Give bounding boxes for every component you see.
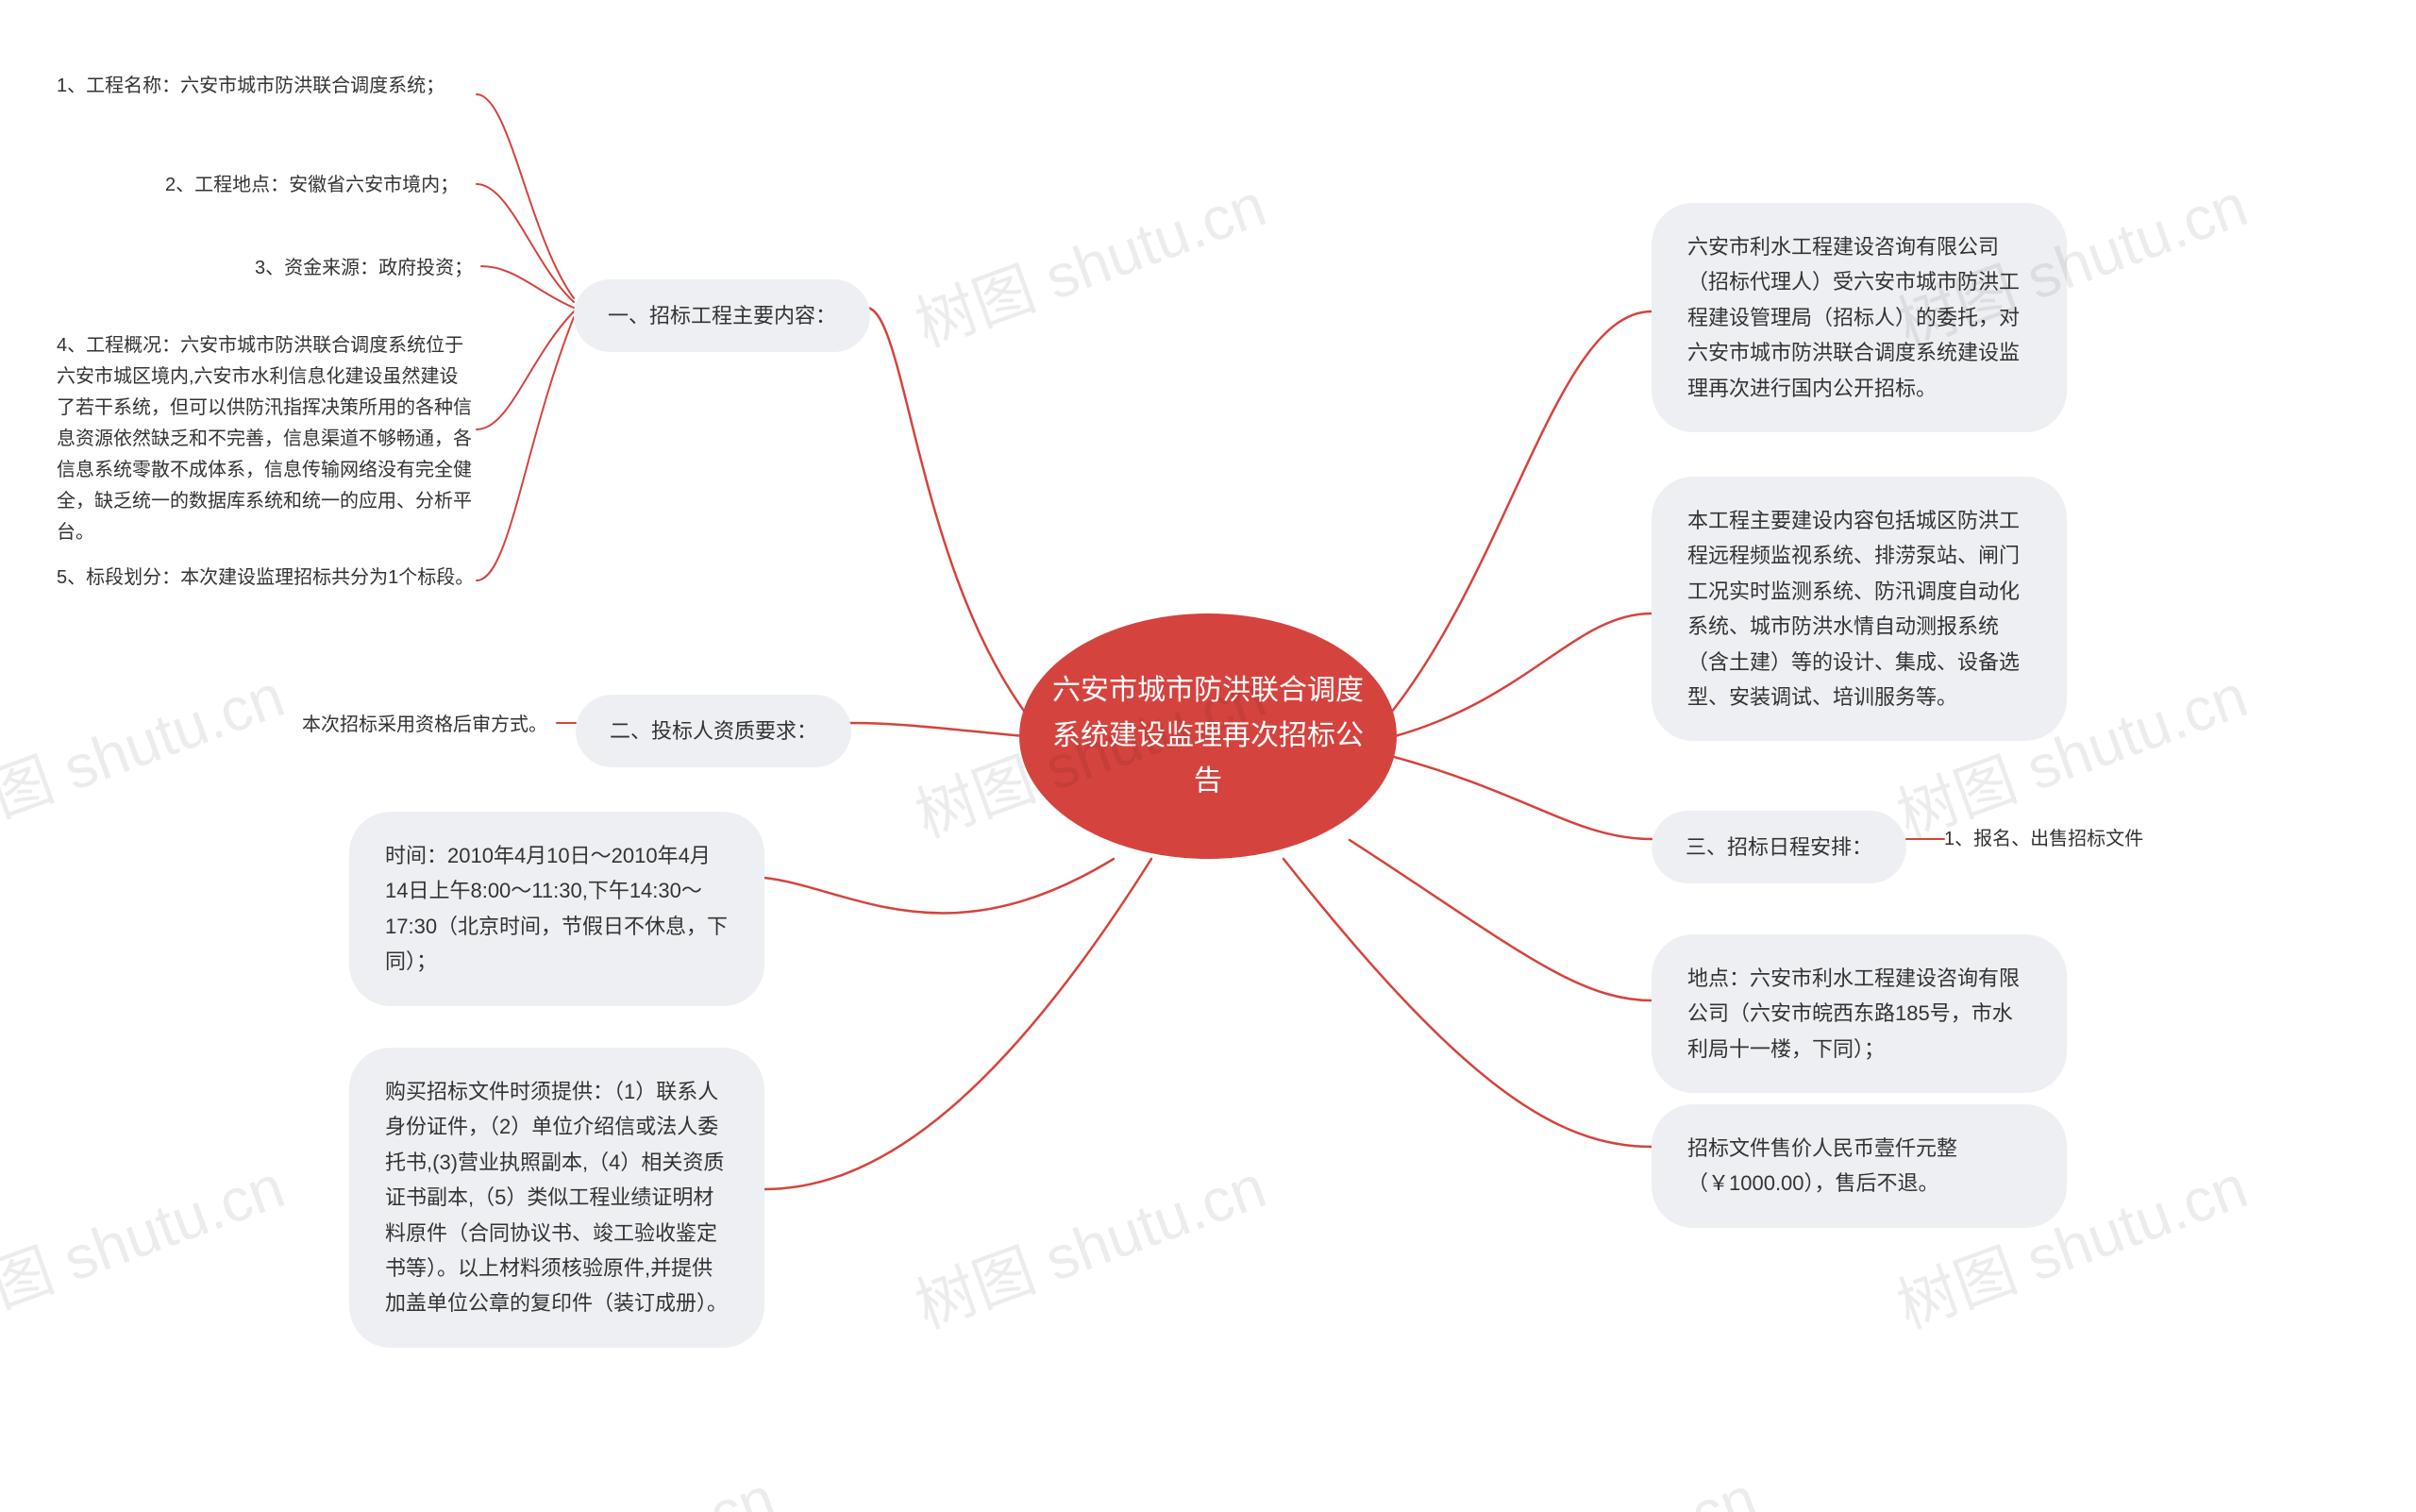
leaf-text: 4、工程概况：六安市城市防洪联合调度系统位于六安市城区境内,六安市水利信息化建设… — [57, 330, 477, 548]
leaf-box: 地点：六安市利水工程建设咨询有限公司（六安市皖西东路185号，市水利局十一楼，下… — [1652, 934, 2067, 1093]
watermark: 树图 shutu.cn — [0, 1138, 294, 1345]
leaf-box: 六安市利水工程建设咨询有限公司（招标代理人）受六安市城市防洪工程建设管理局（招标… — [1652, 203, 2067, 432]
section-node: 一、招标工程主要内容： — [574, 279, 870, 352]
leaf-box: 招标文件售价人民币壹仟元整（￥1000.00），售后不退。 — [1652, 1104, 2067, 1228]
leaf-box: 购买招标文件时须提供：（1）联系人身份证件，（2）单位介绍信或法人委托书,(3)… — [349, 1048, 764, 1348]
leaf-box: 时间：2010年4月10日～2010年4月14日上午8:00～11:30,下午1… — [349, 812, 764, 1006]
leaf-text: 5、标段划分：本次建设监理招标共分为1个标段。 — [57, 563, 477, 594]
leaf-text: 2、工程地点：安徽省六安市境内； — [165, 170, 477, 201]
section-node: 二、投标人资质要求： — [576, 695, 851, 767]
section-node: 三、招标日程安排： — [1652, 811, 1906, 883]
watermark: 树图 shutu.cn — [411, 1450, 785, 1512]
center-node: 六安市城市防洪联合调度系统建设监理再次招标公告 — [1019, 613, 1397, 859]
leaf-box: 本工程主要建设内容包括城区防洪工程远程频监视系统、排涝泵站、闸门工况实时监测系统… — [1652, 477, 2067, 741]
watermark: 树图 shutu.cn — [1393, 1450, 1767, 1512]
watermark: 树图 shutu.cn — [902, 1138, 1276, 1345]
watermark: 树图 shutu.cn — [0, 647, 294, 854]
leaf-box: 1、报名、出售招标文件 — [1944, 824, 2171, 855]
leaf-text: 本次招标采用资格后审方式。 — [302, 710, 557, 741]
leaf-text: 1、工程名称：六安市城市防洪联合调度系统； — [57, 71, 477, 102]
watermark: 树图 shutu.cn — [902, 157, 1276, 363]
leaf-text: 3、资金来源：政府投资； — [255, 253, 481, 284]
